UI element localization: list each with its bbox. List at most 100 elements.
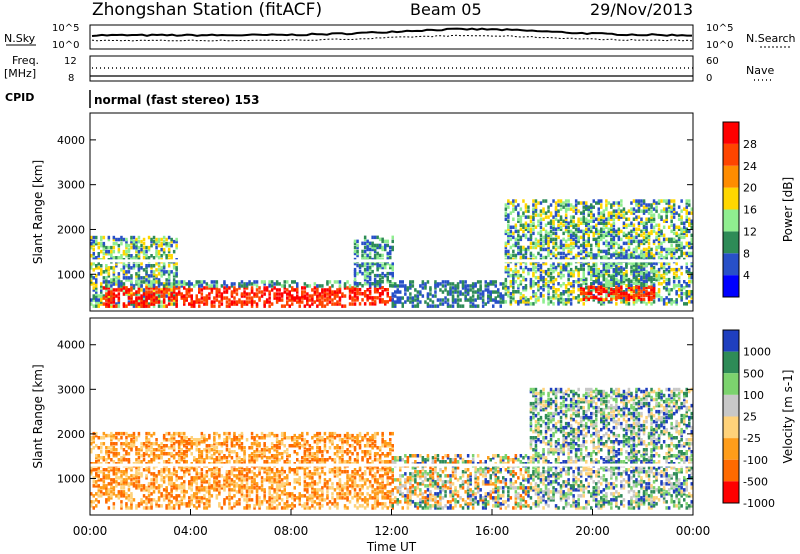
- data-cell: [145, 272, 148, 276]
- data-cell: [371, 282, 374, 286]
- data-cell: [642, 227, 646, 231]
- data-cell: [635, 215, 638, 219]
- data-cell: [172, 484, 176, 488]
- data-cell: [200, 460, 204, 464]
- data-cell: [690, 239, 693, 244]
- data-cell: [162, 286, 166, 290]
- data-cell: [650, 217, 653, 221]
- data-cell: [650, 302, 653, 306]
- data-cell: [130, 294, 133, 298]
- data-cell: [240, 300, 244, 304]
- data-cell: [112, 448, 116, 452]
- data-cell: [471, 304, 475, 308]
- data-cell: [610, 229, 613, 234]
- data-cell: [537, 284, 540, 288]
- data-cell: [564, 253, 568, 258]
- data-cell: [97, 486, 100, 490]
- data-cell: [366, 247, 369, 252]
- data-cell: [275, 292, 279, 296]
- data-cell: [537, 280, 540, 284]
- data-cell: [142, 500, 146, 504]
- data-cell: [92, 254, 95, 258]
- data-cell: [640, 289, 643, 294]
- data-cell: [577, 294, 580, 298]
- data-cell: [544, 277, 548, 282]
- data-cell: [675, 247, 678, 252]
- data-cell: [107, 466, 111, 470]
- data-cell: [107, 298, 111, 302]
- data-cell: [293, 288, 296, 292]
- data-cell: [160, 270, 163, 274]
- data-cell: [183, 282, 186, 286]
- data-cell: [547, 267, 550, 272]
- data-cell: [263, 460, 266, 464]
- data-cell: [532, 253, 535, 258]
- data-cell: [582, 269, 585, 273]
- data-cell: [637, 279, 641, 283]
- data-cell: [215, 298, 219, 302]
- data-cell: [210, 302, 214, 306]
- data-cell: [610, 277, 613, 281]
- data-cell: [323, 290, 327, 294]
- data-cell: [371, 263, 374, 268]
- data-cell: [162, 241, 166, 246]
- data-cell: [240, 294, 244, 298]
- data-cell: [218, 452, 221, 456]
- data-cell: [617, 293, 621, 298]
- data-cell: [195, 470, 198, 474]
- data-cell: [657, 223, 661, 227]
- data-cell: [688, 290, 691, 294]
- data-cell: [150, 460, 153, 464]
- data-cell: [167, 243, 171, 248]
- data-cell: [552, 282, 555, 286]
- data-cell: [213, 284, 216, 288]
- data-cell: [213, 482, 216, 486]
- data-cell: [610, 291, 613, 296]
- data-cell: [484, 288, 487, 292]
- data-cell: [600, 285, 603, 289]
- data-cell: [213, 286, 216, 290]
- data-cell: [632, 265, 636, 270]
- data-cell: [645, 275, 648, 279]
- data-cell: [170, 436, 173, 440]
- data-cell: [431, 300, 435, 304]
- data-cell: [328, 288, 332, 292]
- data-cell: [539, 229, 543, 234]
- data-cell: [172, 298, 176, 302]
- data-cell: [351, 298, 354, 302]
- data-cell: [441, 298, 445, 302]
- data-cell: [542, 294, 545, 298]
- data-cell: [539, 294, 543, 298]
- data-cell: [683, 280, 686, 284]
- data-cell: [120, 504, 123, 508]
- data-cell: [481, 300, 485, 304]
- data-cell: [494, 280, 497, 284]
- data-cell: [559, 203, 563, 207]
- data-cell: [504, 277, 508, 282]
- data-cell: [363, 255, 367, 260]
- data-cell: [125, 504, 128, 508]
- data-cell: [607, 269, 611, 273]
- data-cell: [233, 486, 236, 490]
- data-cell: [238, 284, 241, 288]
- data-cell: [607, 217, 611, 221]
- data-cell: [569, 237, 573, 242]
- data-cell: [102, 472, 106, 476]
- data-cell: [529, 286, 533, 290]
- data-cell: [195, 500, 198, 504]
- data-cell: [97, 470, 100, 474]
- data-cell: [590, 243, 593, 248]
- data-cell: [547, 290, 550, 294]
- data-cell: [107, 268, 111, 272]
- data-cell: [162, 494, 166, 498]
- data-cell: [645, 227, 648, 231]
- data-cell: [471, 290, 475, 294]
- data-cell: [110, 496, 113, 500]
- data-cell: [215, 282, 219, 286]
- data-cell: [579, 285, 583, 289]
- data-cell: [532, 265, 535, 270]
- data-cell: [625, 241, 628, 246]
- data-cell: [585, 243, 588, 248]
- data-cell: [223, 478, 226, 482]
- data-cell: [617, 217, 621, 221]
